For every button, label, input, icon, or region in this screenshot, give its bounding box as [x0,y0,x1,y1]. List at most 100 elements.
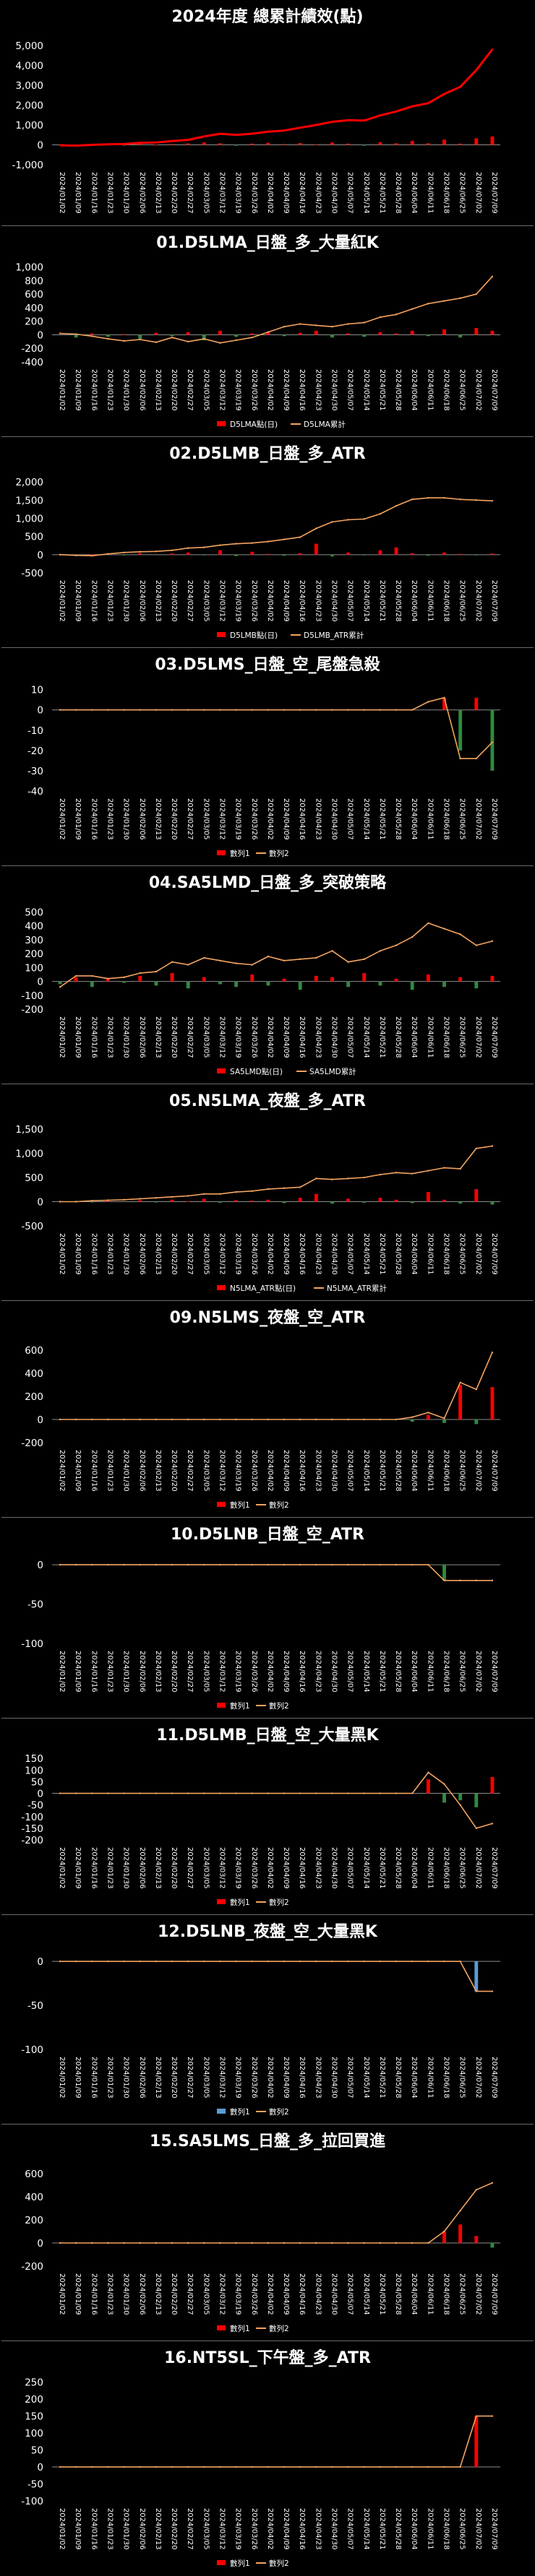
line-point [59,1563,61,1566]
line-point [379,2465,382,2468]
bar-mark [186,552,190,555]
line-point [139,142,141,144]
bar-mark [74,977,78,982]
bar-mark [458,977,463,982]
line-point [331,1792,333,1794]
line-point [475,499,477,501]
line-point [491,48,494,51]
line-point [267,1188,270,1190]
line-point [283,538,286,540]
line-point [219,544,221,546]
y-tick-label: 200 [25,1391,43,1403]
x-tick-label: 2024/04/23 [314,1233,322,1275]
x-tick-label: 2024/02/06 [138,2057,146,2099]
x-tick-label: 2024/07/02 [474,1016,482,1058]
x-tick-label: 2024/01/02 [58,798,66,840]
line-point [171,1792,174,1794]
line-point [443,2230,445,2233]
bar-mark [122,554,127,556]
bar-mark [234,554,239,556]
line-point [59,986,61,988]
line-point [267,955,270,958]
bar-mark [378,1198,382,1202]
line-point [395,314,398,316]
y-tick-label: 300 [25,935,43,946]
x-tick-label: 2024/05/07 [346,1651,354,1693]
y-tick-label: 0 [37,1560,43,1571]
y-tick-label: 5,000 [15,40,43,52]
line-point [267,1960,270,1963]
y-tick-label: -200 [21,2261,43,2273]
line-point [443,1783,445,1785]
x-tick-label: 2024/04/23 [314,172,322,214]
line-point [107,143,109,145]
bar-mark [186,981,190,989]
y-tick-label: 500 [25,532,43,543]
y-tick-label: -200 [21,343,43,355]
x-tick-label: 2024/04/02 [266,2273,274,2315]
line-point [75,2465,77,2468]
x-tick-label: 2024/03/26 [250,172,258,214]
y-tick-label: 1,500 [15,495,43,506]
y-tick-label: -10 [27,725,43,737]
x-tick-label: 2024/04/09 [282,2273,290,2315]
bar-mark [154,144,158,146]
line-point [475,1990,477,1992]
series-line [60,697,493,759]
x-tick-label: 2024/03/19 [234,2508,242,2550]
line-point [171,1960,174,1963]
bar-mark [330,554,334,557]
y-tick-label: -500 [21,568,43,579]
bar-mark [346,1198,351,1202]
x-tick-label: 2024/03/19 [234,1847,242,1889]
bar-mark [346,552,351,555]
x-tick-label: 2024/01/16 [90,2057,98,2099]
chart-panel-0: 2024年度 總累計績效(點) -1,000 0 1,000 2,000 3,000 4,0… [1,0,534,225]
x-tick-label: 2024/06/18 [442,580,450,622]
line-point [203,2465,205,2468]
bar-mark [362,973,367,982]
y-tick-label: 4,000 [15,61,43,72]
x-tick-label: 2024/01/09 [74,2057,82,2099]
y-tick-label: 400 [25,1368,43,1380]
bar-mark [298,332,302,335]
line-point [395,1563,398,1566]
x-tick-label: 2024/05/21 [378,369,386,411]
x-tick-label: 2024/01/30 [122,1016,130,1058]
bar-mark [458,709,463,751]
chart-panel-9: 12.D5LNB_夜盤_空_大量黑K -100 -50 0 2024/01/02 2024… [1,1914,534,2125]
line-point [443,92,445,95]
y-tick-label: 600 [25,1345,43,1357]
x-tick-label: 2024/04/16 [298,2508,306,2550]
line-point [395,1418,398,1421]
line-point [171,1418,174,1421]
x-tick-label: 2024/07/09 [490,1233,498,1275]
bar-mark [298,981,302,990]
x-tick-label: 2024/04/23 [314,1450,322,1492]
bar-mark [186,1201,190,1202]
line-point [315,1177,317,1180]
line-point [155,709,158,711]
bar-mark [298,1198,302,1202]
x-tick-label: 2024/03/26 [250,2508,258,2550]
line-point [267,131,270,133]
line-point [155,2465,158,2468]
x-tick-label: 2024/04/02 [266,369,274,411]
x-tick-label: 2024/02/20 [170,2057,178,2099]
line-point [91,144,93,146]
x-tick-label: 2024/01/02 [58,1847,66,1889]
x-tick-label: 2024/01/30 [122,369,130,411]
x-tick-label: 2024/06/25 [458,1847,466,1889]
x-tick-label: 2024/04/16 [298,2273,306,2315]
bar-mark [154,1201,158,1203]
line-point [411,709,414,711]
legend-label: 數列2 [269,1500,289,1510]
bar-mark [458,143,463,145]
x-tick-label: 2024/02/20 [170,580,178,622]
line-point [315,324,317,327]
line-point [123,1792,125,1794]
line-point [443,1579,445,1582]
line-point [443,497,445,499]
x-tick-label: 2024/02/27 [186,1450,194,1492]
